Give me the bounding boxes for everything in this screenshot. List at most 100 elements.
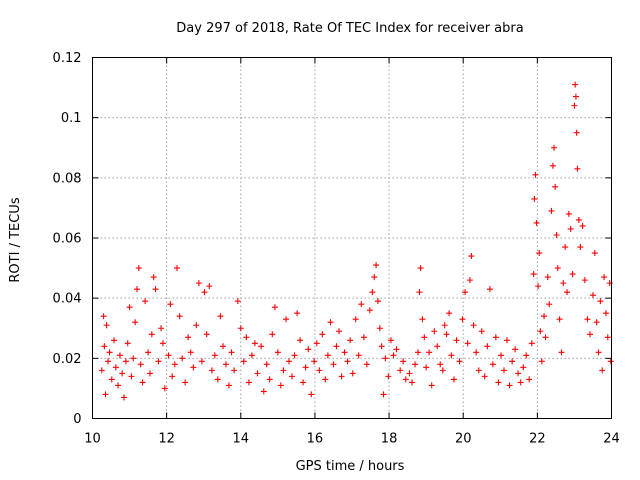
data-point <box>597 298 604 305</box>
data-point <box>319 331 326 338</box>
data-point <box>297 337 304 344</box>
data-point <box>373 262 380 269</box>
data-point <box>155 358 162 365</box>
data-point <box>274 349 281 356</box>
data-point <box>254 370 261 377</box>
data-point <box>571 102 578 109</box>
data-point <box>187 349 194 356</box>
data-point <box>171 361 178 368</box>
data-point <box>530 271 537 278</box>
data-point <box>159 340 166 347</box>
data-point <box>291 352 298 359</box>
data-point <box>324 352 331 359</box>
data-point <box>243 334 250 341</box>
data-point <box>423 364 430 371</box>
data-point <box>387 337 394 344</box>
data-point <box>133 286 140 293</box>
data-point <box>258 343 265 350</box>
y-tick-label: 0.1 <box>61 111 82 126</box>
data-point <box>193 322 200 329</box>
data-point <box>417 265 424 272</box>
data-point <box>124 340 131 347</box>
data-point <box>313 340 320 347</box>
data-point <box>575 216 582 223</box>
data-point <box>112 364 119 371</box>
data-point <box>607 358 614 365</box>
data-point <box>217 313 224 320</box>
y-tick-label: 0.02 <box>53 352 82 367</box>
data-point <box>300 379 307 386</box>
data-point <box>569 271 576 278</box>
data-point <box>311 358 318 365</box>
data-point <box>599 367 606 374</box>
data-point <box>441 322 448 329</box>
data-point <box>176 313 183 320</box>
data-point <box>201 289 208 296</box>
data-point <box>100 313 107 320</box>
data-point <box>121 394 128 401</box>
data-point <box>564 289 571 296</box>
data-point <box>520 364 527 371</box>
data-point <box>130 355 137 362</box>
x-axis-label: GPS time / hours <box>296 459 405 474</box>
data-point <box>586 331 593 338</box>
data-point <box>111 337 118 344</box>
data-point <box>251 340 258 347</box>
data-point <box>119 370 126 377</box>
data-point <box>595 349 602 356</box>
data-point <box>327 319 334 326</box>
data-point <box>333 343 340 350</box>
data-point <box>142 298 149 305</box>
data-point <box>266 376 273 383</box>
data-point <box>305 346 312 353</box>
data-point <box>551 144 558 151</box>
data-point <box>393 346 400 353</box>
data-point <box>108 376 115 383</box>
data-point <box>280 367 287 374</box>
data-point <box>456 358 463 365</box>
data-point <box>577 244 584 251</box>
data-point <box>537 328 544 335</box>
data-point <box>489 361 496 368</box>
data-point <box>203 331 210 338</box>
y-tick-label: 0.06 <box>53 232 82 247</box>
data-point <box>523 352 530 359</box>
data-point <box>572 81 579 88</box>
data-point <box>486 286 493 293</box>
data-point <box>591 250 598 257</box>
data-point <box>145 349 152 356</box>
data-point <box>419 316 426 323</box>
data-point <box>371 274 378 281</box>
data-point <box>556 316 563 323</box>
data-point <box>459 316 466 323</box>
plot-frame <box>92 57 612 419</box>
data-point <box>421 334 428 341</box>
data-point <box>541 313 548 320</box>
data-point <box>308 391 315 398</box>
data-point <box>593 319 600 326</box>
data-point <box>316 367 323 374</box>
data-point <box>338 373 345 380</box>
data-point <box>473 349 480 356</box>
data-point <box>152 286 159 293</box>
x-tick-label: 12 <box>158 432 175 447</box>
data-point <box>161 385 168 392</box>
data-point <box>360 334 367 341</box>
data-point <box>245 379 252 386</box>
y-tick-label: 0.04 <box>53 292 82 307</box>
data-point <box>584 316 591 323</box>
data-point <box>167 301 174 308</box>
data-point <box>573 129 580 136</box>
data-point <box>542 334 549 341</box>
data-point <box>198 358 205 365</box>
data-point <box>453 337 460 344</box>
data-point <box>544 274 551 281</box>
data-point <box>378 343 385 350</box>
data-point <box>347 337 354 344</box>
data-point <box>231 367 238 374</box>
data-point <box>446 310 453 317</box>
data-point <box>263 361 270 368</box>
data-point <box>470 322 477 329</box>
data-point <box>462 289 469 296</box>
data-point <box>208 367 215 374</box>
